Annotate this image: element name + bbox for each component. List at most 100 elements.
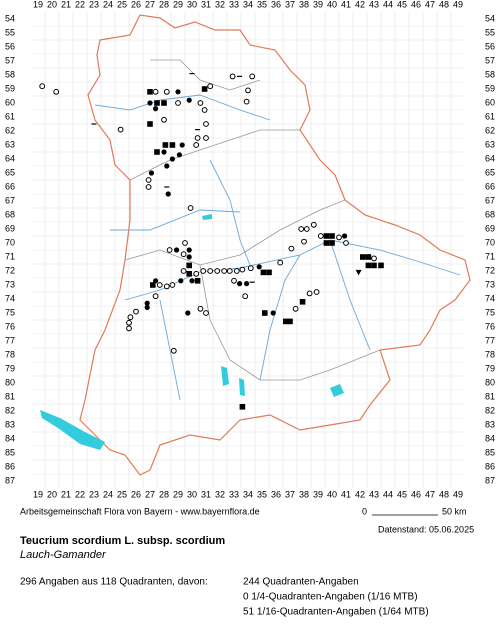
column-label: 19 — [33, 489, 43, 499]
lake-ammersee — [221, 366, 229, 386]
row-label: 62 — [485, 125, 495, 135]
column-label: 34 — [243, 489, 253, 499]
row-label: 71 — [5, 251, 15, 261]
lake-bodensee — [40, 410, 105, 450]
lake-small — [202, 214, 212, 220]
marker-open — [117, 126, 124, 133]
column-label: 28 — [159, 0, 169, 9]
row-label: 77 — [485, 335, 495, 345]
count: 244 Quadranten-Angaben — [243, 577, 359, 588]
row-label: 68 — [5, 209, 15, 219]
marker-open — [39, 83, 46, 90]
border — [79, 14, 471, 476]
row-label: 59 — [485, 83, 495, 93]
marker-filled — [153, 278, 159, 284]
column-label: 23 — [89, 0, 99, 9]
column-label: 32 — [215, 489, 225, 499]
marker-open — [163, 283, 170, 290]
row-label: 70 — [485, 237, 495, 247]
column-label: 22 — [75, 0, 85, 9]
marker-square — [378, 262, 384, 269]
row-label: 56 — [485, 41, 495, 51]
marker-square — [186, 262, 192, 269]
column-label: 38 — [299, 489, 309, 499]
row-label: 87 — [485, 475, 495, 485]
marker-open — [163, 88, 170, 95]
row-label: 84 — [5, 433, 15, 443]
marker-filled — [186, 254, 192, 260]
grid: 19 19 20 20 21 21 22 22 23 23 24 24 25 25 26 26 27 27 28 28… — [5, 0, 495, 499]
marker-filled — [342, 233, 348, 239]
row-label: 63 — [485, 139, 495, 149]
lake-starnberg — [239, 378, 245, 396]
column-label: 39 — [313, 0, 323, 9]
marker-open — [298, 226, 305, 232]
marker-open — [313, 289, 320, 295]
column-label: 35 — [257, 489, 267, 499]
marker-open — [231, 277, 237, 284]
row-label: 56 — [5, 41, 15, 51]
column-label: 22 — [75, 489, 85, 499]
row-label: 57 — [5, 55, 15, 65]
marker-open — [229, 73, 236, 80]
marker-filled — [178, 278, 184, 284]
column-label: 43 — [369, 489, 379, 499]
row-label: 72 — [5, 265, 15, 275]
row-label: 82 — [485, 405, 495, 415]
column-label: 44 — [383, 489, 393, 499]
marker-square — [147, 121, 153, 127]
marker-open — [53, 88, 60, 95]
row-label: 79 — [5, 363, 15, 373]
marker-square — [283, 318, 289, 325]
row-label: 58 — [5, 69, 15, 79]
marker-open — [126, 325, 132, 332]
column-label: 40 — [327, 489, 337, 499]
marker-open — [226, 268, 233, 274]
marker-filled — [244, 281, 250, 287]
column-label: 48 — [439, 0, 449, 9]
column-label: 43 — [369, 0, 379, 9]
lake-chiemsee — [330, 384, 344, 397]
marker-filled — [186, 97, 192, 103]
marker-open — [303, 226, 310, 232]
marker-filled — [179, 142, 185, 148]
row-label: 69 — [485, 223, 495, 233]
row-label: 66 — [5, 181, 15, 191]
column-label: 29 — [173, 489, 183, 499]
column-label: 20 — [47, 489, 57, 499]
marker-filled — [185, 310, 191, 316]
row-label: 83 — [485, 419, 495, 429]
marker-open — [126, 319, 132, 326]
column-label: 33 — [229, 489, 239, 499]
row-label: 58 — [485, 69, 495, 79]
marker-open — [292, 305, 299, 312]
marker-filled — [153, 106, 159, 112]
row-label: 77 — [5, 335, 15, 345]
marker-filled — [169, 156, 175, 162]
marker-open — [193, 142, 200, 148]
marker-square — [323, 233, 330, 239]
marker-open — [169, 282, 176, 288]
column-label: 26 — [131, 489, 141, 499]
row-label: 74 — [485, 293, 495, 303]
marker-square — [287, 318, 293, 325]
row-label: 65 — [5, 167, 15, 177]
marker-square — [365, 254, 372, 260]
marker-square — [323, 240, 330, 246]
marker-open — [207, 83, 214, 90]
row-label: 65 — [485, 167, 495, 177]
marker-square — [147, 89, 153, 95]
count: 51 1/16-Quadranten-Angaben (1/64 MTB) — [243, 607, 429, 618]
marker-triangle — [355, 269, 362, 276]
column-label: 21 — [61, 489, 71, 499]
marker-open — [194, 135, 201, 141]
row-label: 67 — [5, 195, 15, 205]
marker-filled — [176, 152, 182, 158]
marker-filled — [148, 170, 154, 176]
credit: Arbeitsgemeinschaft Flora von Bayern - w… — [20, 506, 260, 516]
column-label: 23 — [89, 489, 99, 499]
marker-square — [262, 310, 268, 316]
column-label: 36 — [271, 489, 281, 499]
row-label: 86 — [5, 461, 15, 471]
row-label: 54 — [485, 13, 495, 23]
